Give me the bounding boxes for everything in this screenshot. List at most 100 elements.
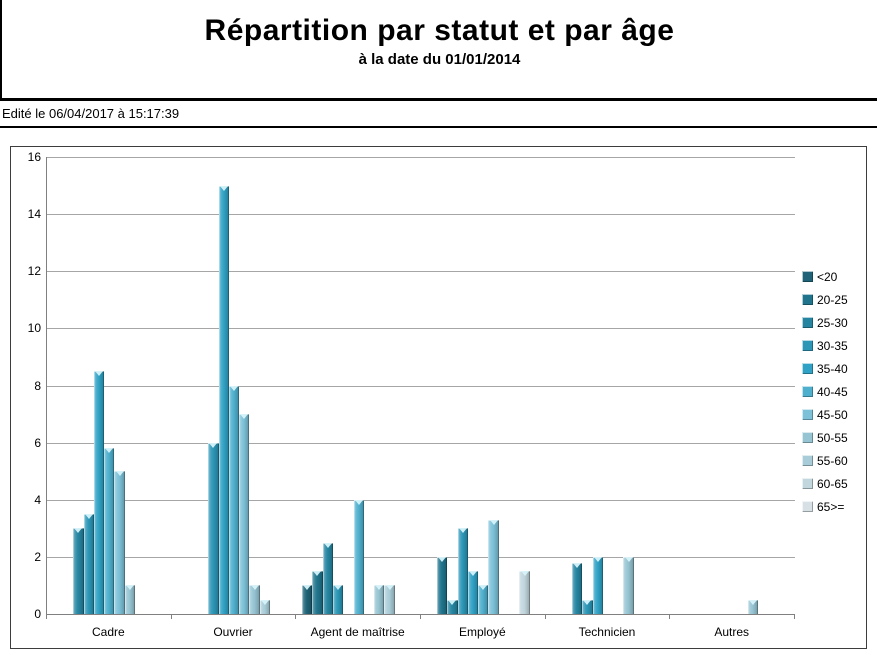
bar-top-notch bbox=[573, 562, 582, 568]
bar-top-notch bbox=[105, 448, 114, 454]
x-category-label: Agent de maîtrise bbox=[310, 625, 405, 639]
bar-Ouvrier-30-35 bbox=[208, 442, 219, 614]
legend-swatch bbox=[802, 317, 813, 328]
bar-shade bbox=[447, 599, 458, 614]
bar-Technicien-50-55 bbox=[623, 556, 634, 614]
bar-Cadre-25-30 bbox=[73, 528, 84, 614]
bar-shade bbox=[582, 599, 593, 614]
legend-swatch bbox=[802, 455, 813, 466]
bar-top-notch bbox=[125, 585, 134, 591]
bar-shade bbox=[124, 585, 136, 614]
gridline bbox=[47, 328, 795, 330]
bar-top-notch bbox=[84, 514, 93, 520]
bar-shade bbox=[312, 571, 323, 614]
bar-top-notch bbox=[115, 471, 124, 477]
x-category-label: Ouvrier bbox=[213, 625, 253, 639]
legend-item-50-55: 50-55 bbox=[802, 426, 866, 449]
bar-Cadre-35-40 bbox=[93, 371, 105, 614]
bar-shade bbox=[353, 499, 364, 614]
bar-top-notch bbox=[489, 519, 498, 525]
gridline bbox=[47, 556, 795, 558]
bar-shade bbox=[218, 185, 229, 614]
legend-label: 50-55 bbox=[817, 430, 848, 445]
bar-Ouvrier-40-45 bbox=[228, 385, 240, 614]
legend-label: 55-60 bbox=[817, 453, 848, 468]
bar-Cadre-30-35 bbox=[83, 514, 94, 614]
bar-top-notch bbox=[479, 585, 488, 591]
legend-label: 45-50 bbox=[817, 407, 848, 422]
bar-shade bbox=[239, 414, 250, 614]
bar-shade bbox=[83, 514, 94, 614]
edited-timestamp: Edité le 06/04/2017 à 15:17:39 bbox=[2, 106, 180, 121]
bar-Agent de maîtrise-50-55 bbox=[374, 585, 385, 614]
x-tick bbox=[46, 615, 47, 619]
bar-shade bbox=[748, 599, 759, 614]
bar-Cadre-45-50 bbox=[114, 471, 125, 614]
gridline bbox=[47, 271, 795, 273]
x-category-label: Autres bbox=[714, 625, 749, 639]
bar-Agent de maîtrise-<20 bbox=[302, 585, 313, 614]
bar-shade bbox=[436, 556, 448, 614]
y-tick-label: 4 bbox=[34, 492, 41, 507]
y-tick-label: 14 bbox=[27, 207, 41, 222]
legend-item-55-60: 55-60 bbox=[802, 449, 866, 472]
bar-top-notch bbox=[354, 499, 363, 505]
x-tick bbox=[794, 615, 795, 619]
bar-Employé-35-40 bbox=[467, 571, 479, 614]
gridline bbox=[47, 385, 795, 387]
bar-shade bbox=[623, 556, 634, 614]
bar-shade bbox=[259, 599, 271, 614]
bar-top-notch bbox=[334, 585, 343, 591]
chart-legend: <20 20-25 25-30 30-35 35-40 40-45 45-50 50-55 55… bbox=[802, 265, 866, 518]
bar-top-notch bbox=[260, 599, 269, 605]
bar-top-notch bbox=[385, 585, 394, 591]
legend-label: 20-25 bbox=[817, 292, 848, 307]
legend-swatch bbox=[802, 409, 813, 420]
x-tick bbox=[170, 615, 172, 619]
bar-Employé-45-50 bbox=[488, 519, 499, 614]
legend-item-30-35: 30-35 bbox=[802, 334, 866, 357]
bar-top-notch bbox=[469, 571, 478, 577]
gridline bbox=[47, 214, 795, 216]
bar-top-notch bbox=[303, 585, 312, 591]
x-tick bbox=[295, 615, 297, 619]
bar-top-notch bbox=[229, 385, 238, 391]
bar-Employé-40-45 bbox=[478, 585, 489, 614]
legend-swatch bbox=[802, 294, 813, 305]
legend-item-45-50: 45-50 bbox=[802, 403, 866, 426]
legend-label: 35-40 bbox=[817, 361, 848, 376]
chart-frame: 0 2 4 6 8 10 12 14 16 Cadre Ouvrier Agent de maîtr… bbox=[10, 146, 867, 649]
bar-shade bbox=[467, 571, 479, 614]
y-tick-label: 16 bbox=[27, 150, 41, 164]
legend-item-20-25: 20-25 bbox=[802, 288, 866, 311]
bar-top-notch bbox=[219, 185, 228, 191]
bar-Employé-25-30 bbox=[447, 599, 458, 614]
bar-shade bbox=[104, 448, 115, 614]
bar-top-notch bbox=[438, 556, 447, 562]
x-tick bbox=[669, 615, 671, 619]
edited-row: Edité le 06/04/2017 à 15:17:39 bbox=[0, 101, 877, 128]
bar-shade bbox=[478, 585, 489, 614]
bar-Agent de maîtrise-30-35 bbox=[332, 585, 344, 614]
legend-label: 65>= bbox=[817, 499, 845, 514]
bar-shade bbox=[73, 528, 84, 614]
bar-top-notch bbox=[240, 414, 249, 420]
page-header: Répartition par statut et par âge à la d… bbox=[0, 0, 877, 101]
x-category-label: Technicien bbox=[578, 625, 636, 639]
legend-label: 60-65 bbox=[817, 476, 848, 491]
legend-swatch bbox=[802, 271, 813, 282]
legend-label: <20 bbox=[817, 269, 838, 284]
bar-Ouvrier-35-40 bbox=[218, 185, 229, 614]
page-title: Répartition par statut et par âge bbox=[204, 14, 675, 47]
bar-top-notch bbox=[313, 571, 322, 577]
bar-top-notch bbox=[520, 571, 529, 577]
legend-swatch bbox=[802, 501, 813, 512]
bar-shade bbox=[93, 371, 105, 614]
bar-top-notch bbox=[209, 442, 218, 448]
bar-top-notch bbox=[375, 585, 384, 591]
legend-swatch bbox=[802, 432, 813, 443]
x-category-label: Cadre bbox=[91, 625, 125, 639]
y-tick-label: 2 bbox=[34, 549, 41, 564]
y-tick-label: 12 bbox=[27, 264, 41, 279]
legend-label: 40-45 bbox=[817, 384, 848, 399]
